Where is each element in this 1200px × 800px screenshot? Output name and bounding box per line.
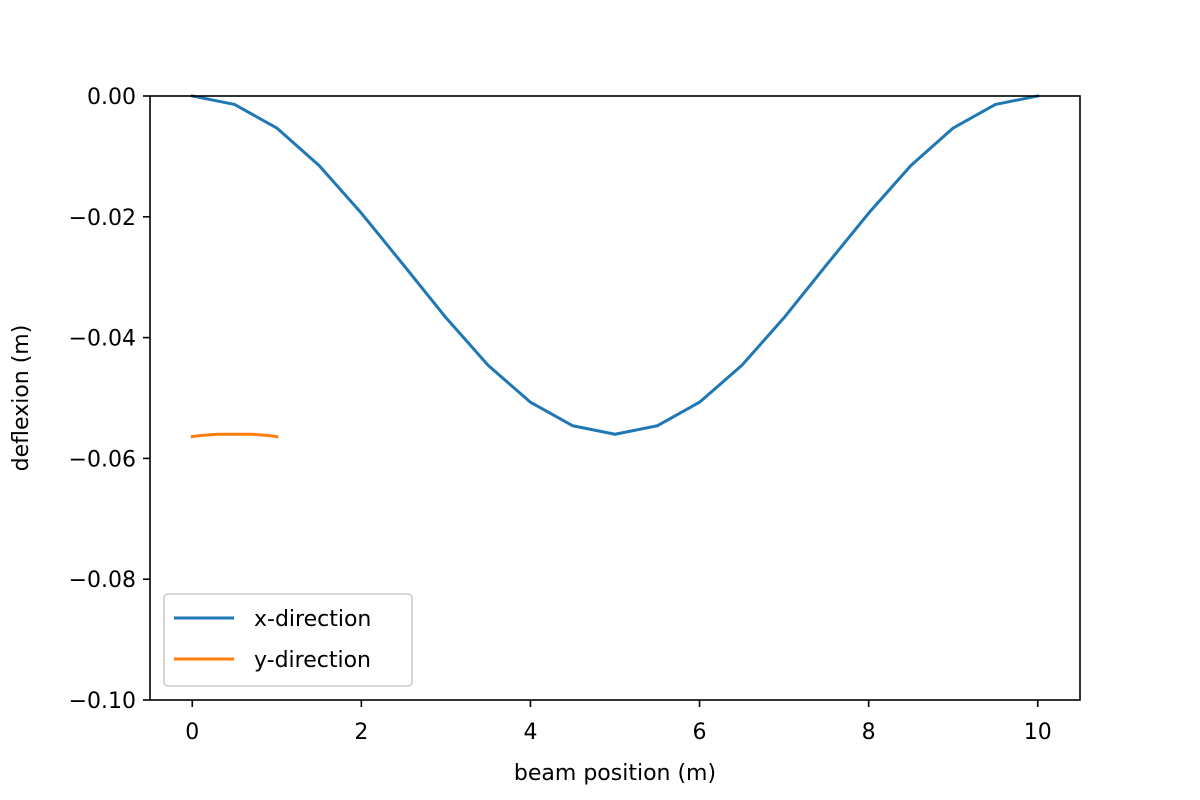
y-tick-label: −0.06 [69,447,136,472]
series-line-y-direction [190,432,279,439]
x-tick-label: 2 [354,720,368,745]
x-tick-label: 10 [1024,720,1052,745]
legend: x-direction y-direction [163,593,413,687]
y-tick-label: −0.04 [69,327,136,352]
legend-label: x-direction [254,607,371,632]
y-tick-label: −0.08 [69,568,136,593]
x-axis-label: beam position (m) [514,761,716,786]
y-axis-ticks: 0.00 −0.02 −0.04 −0.06 −0.08 −0.10 [69,85,150,714]
y-axis-label: deflexion (m) [9,325,34,472]
x-tick-label: 4 [523,720,537,745]
y-tick-label: −0.10 [69,689,136,714]
y-tick-label: −0.02 [69,206,136,231]
axes-frame [149,95,1081,701]
x-axis-ticks: 0 2 4 6 8 10 [185,700,1052,745]
legend-label: y-direction [254,648,371,673]
series-layer [190,94,1040,439]
x-tick-label: 6 [693,720,707,745]
y-tick-label: 0.00 [87,85,136,110]
x-tick-label: 8 [862,720,876,745]
x-tick-label: 0 [185,720,199,745]
series-line-x-direction [190,94,1040,436]
